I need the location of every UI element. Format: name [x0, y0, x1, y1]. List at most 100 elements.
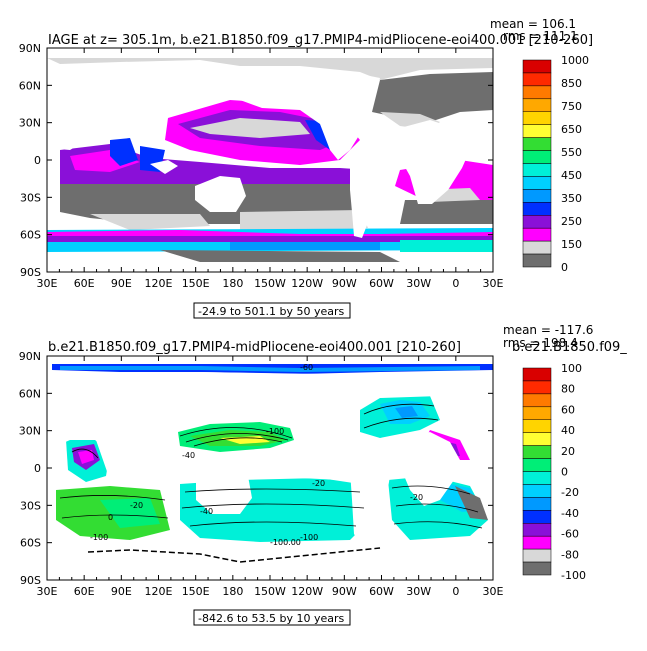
colorbar-swatch: [522, 523, 552, 537]
colorbar-label: 250: [561, 215, 582, 228]
x-tick-label: 60E: [74, 585, 95, 598]
x-axis-top: 30E 60E 90E 120E 150E 180 150W 120W 90W 60W 30W 0 30…: [37, 48, 504, 290]
arctic-gray: [47, 58, 493, 80]
colorbar-label: 350: [561, 192, 582, 205]
y-axis-top: 90N 60N 30N 0 30S 60S 90S: [19, 42, 493, 279]
colorbar-swatch: [522, 215, 552, 229]
colorbar-swatch: [522, 561, 552, 576]
range-box-top: [193, 302, 351, 319]
x-tick-label: 90E: [111, 277, 132, 290]
contour-label: -100: [300, 533, 318, 542]
x-tick-label: 180: [222, 585, 243, 598]
colorbar-label: 40: [561, 424, 575, 437]
colorbar-swatch: [522, 189, 552, 203]
overlap-title-bottom: b.e21.B1850.f09_: [512, 340, 627, 355]
colorbar-swatch: [522, 458, 552, 472]
continent-south-america: [350, 160, 385, 238]
y-tick-label: 60S: [20, 537, 41, 550]
colorbar-swatch: [522, 548, 552, 563]
x-tick-label: 120W: [291, 585, 323, 598]
x-tick-label: 150W: [254, 585, 286, 598]
x-tick-label: 90E: [111, 585, 132, 598]
title-bottom: b.e21.B1850.f09_g17.PMIP4-midPliocene-eo…: [48, 340, 461, 355]
y-tick-label: 90N: [19, 350, 41, 363]
colorbar-bottom: 100 80 60 40 20 0 -20 -40 -60 -80 -100: [522, 362, 586, 582]
colorbar-label: 650: [561, 123, 582, 136]
colorbar-swatch: [522, 445, 552, 459]
contour-label: -20: [130, 501, 143, 510]
mean-label-top: mean = 106.1: [490, 17, 576, 31]
x-tick-label: 120E: [145, 277, 173, 290]
x-tick-label: 90W: [332, 277, 357, 290]
colorbar-swatch: [522, 59, 552, 74]
range-label-top: -24.9 to 501.1 by 50 years: [198, 305, 345, 318]
colorbar-swatch: [522, 432, 552, 446]
continent-eurasia: [47, 66, 230, 150]
y-tick-label: 30S: [20, 499, 41, 512]
contour-label: -20: [312, 479, 325, 488]
colorbar-swatch: [522, 471, 552, 485]
y-tick-label: 90S: [20, 266, 41, 279]
x-tick-label: 120E: [145, 585, 173, 598]
map-bottom: -60 -100 -40 -20 -40 -100 -20 0 -20 -100…: [47, 356, 493, 580]
x-tick-label: 180: [222, 277, 243, 290]
colorbar-swatch: [522, 484, 552, 498]
title-top: IAGE at z= 305.1m, b.e21.B1850.f09_g17.P…: [48, 33, 593, 48]
colorbar-swatch: [522, 163, 552, 177]
range-box-bottom: [193, 609, 351, 626]
x-axis-bottom: 30E 60E 90E 120E 150E 180 150W 120W 90W 60W 30W 0 30…: [37, 356, 504, 598]
colorbar-label: 0: [561, 261, 568, 274]
colorbar-swatch: [522, 202, 552, 216]
colorbar-swatch: [522, 367, 552, 382]
colorbar-swatch: [522, 510, 552, 524]
x-tick-label: 0: [452, 277, 459, 290]
colorbar-label: -40: [561, 507, 579, 520]
colorbar-swatch: [522, 72, 552, 87]
x-tick-label: 30E: [483, 277, 504, 290]
colorbar-swatch: [522, 406, 552, 420]
range-label-bottom: -842.6 to 53.5 by 10 years: [198, 612, 345, 625]
colorbar-label: 750: [561, 100, 582, 113]
contour-label: 0: [108, 513, 113, 522]
y-tick-label: 60N: [19, 387, 41, 400]
mean-label-bottom: mean = -117.6: [503, 323, 593, 337]
colorbar-swatch: [522, 98, 552, 112]
y-tick-label: 60N: [19, 79, 41, 92]
contour-label: -100: [90, 533, 108, 542]
colorbar-swatch: [522, 380, 552, 395]
x-tick-label: 30E: [37, 585, 58, 598]
contour-label: -60: [300, 363, 313, 372]
continent-australia: [195, 176, 246, 212]
y-tick-label: 60S: [20, 229, 41, 242]
colorbar-swatch: [522, 227, 552, 242]
x-tick-label: 120W: [291, 277, 323, 290]
colorbar-label: 850: [561, 77, 582, 90]
colorbar-swatch: [522, 150, 552, 164]
colorbar-swatch: [522, 137, 552, 151]
y-tick-label: 90N: [19, 42, 41, 55]
y-tick-label: 30N: [19, 425, 41, 438]
contour-label: -20: [410, 493, 423, 502]
contour-label: -40: [200, 507, 213, 516]
y-tick-label: 30S: [20, 191, 41, 204]
colorbar-top: 1000 850 750 650 550 450 350 250 150 0: [522, 54, 589, 274]
x-tick-label: 30E: [37, 277, 58, 290]
x-tick-label: 0: [452, 585, 459, 598]
antarctic-edge: [87, 547, 381, 563]
colorbar-swatch: [522, 497, 552, 511]
y-tick-label: 0: [34, 462, 41, 475]
rms-label-bottom: rms = 198.4: [503, 336, 578, 350]
x-tick-label: 60W: [369, 585, 394, 598]
map-top: [47, 48, 493, 272]
continent-north-america: [236, 70, 380, 160]
x-tick-label: 30W: [406, 277, 431, 290]
x-tick-label: 30E: [483, 585, 504, 598]
y-tick-label: 90S: [20, 574, 41, 587]
colorbar-swatch: [522, 393, 552, 408]
x-tick-label: 150E: [182, 277, 210, 290]
colorbar-label: 450: [561, 169, 582, 182]
y-tick-label: 30N: [19, 117, 41, 130]
rms-label-top: rms = 111.1: [503, 29, 578, 43]
x-tick-label: 150W: [254, 277, 286, 290]
colorbar-label: -100: [561, 569, 586, 582]
